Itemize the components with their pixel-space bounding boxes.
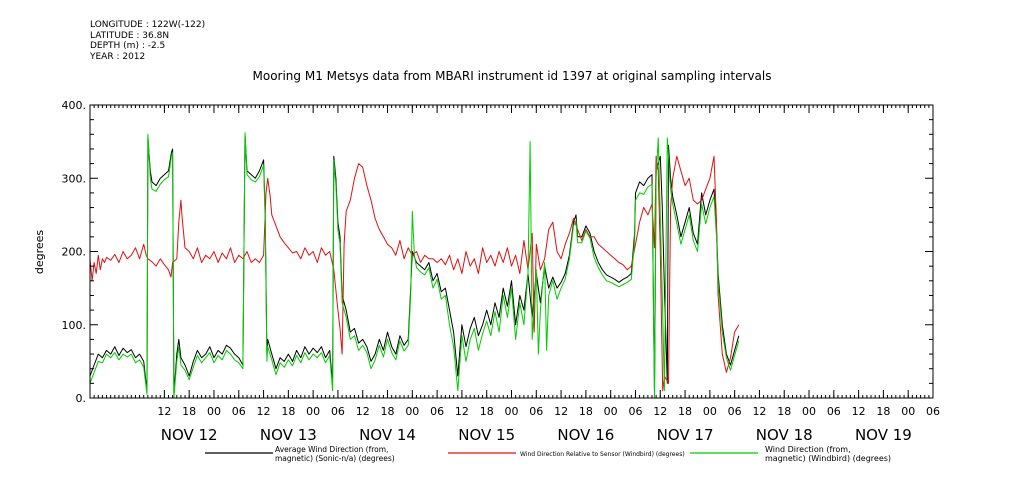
series-line-1 — [89, 133, 740, 395]
x-tick-label: 06 — [430, 405, 444, 418]
y-tick-label: 100. — [62, 319, 87, 332]
x-tick-label: 06 — [232, 405, 246, 418]
chart-title: Mooring M1 Metsys data from MBARI instru… — [253, 69, 772, 83]
x-tick-label: 06 — [728, 405, 742, 418]
x-tick-label: 18 — [281, 405, 295, 418]
y-axis-label: degrees — [33, 230, 46, 275]
day-label: NOV 13 — [260, 426, 317, 444]
day-label: NOV 19 — [855, 426, 912, 444]
legend: Average Wind Direction (from,magnetic) (… — [205, 445, 891, 463]
x-tick-label: 00 — [802, 405, 816, 418]
x-tick-label: 00 — [306, 405, 320, 418]
x-tick-label: 00 — [405, 405, 419, 418]
day-label: NOV 12 — [161, 426, 218, 444]
x-tick-label: 00 — [604, 405, 618, 418]
day-label: NOV 14 — [359, 426, 416, 444]
day-label: NOV 18 — [756, 426, 813, 444]
x-tick-label: 06 — [331, 405, 345, 418]
y-tick-label: 200. — [62, 246, 87, 259]
x-tick-label: 00 — [703, 405, 717, 418]
year-text: YEAR : 2012 — [90, 51, 146, 62]
series-line-3 — [89, 132, 740, 399]
legend-label: magnetic) (Windbird) (degrees) — [765, 454, 891, 463]
x-tick-label: 06 — [926, 405, 940, 418]
latitude-text: LATITUDE : 36.8N — [90, 30, 170, 41]
day-label: NOV 15 — [458, 426, 515, 444]
x-tick-label: 00 — [207, 405, 221, 418]
y-tick-label: 0. — [76, 392, 87, 405]
x-tick-label: 18 — [480, 405, 494, 418]
x-tick-label: 06 — [529, 405, 543, 418]
day-label: NOV 17 — [657, 426, 714, 444]
x-tick-label: 12 — [653, 405, 667, 418]
x-tick-label: 12 — [257, 405, 271, 418]
x-tick-label: 12 — [752, 405, 766, 418]
longitude-text: LONGITUDE : 122W(-122) — [90, 20, 206, 30]
x-tick-label: 18 — [678, 405, 692, 418]
x-tick-label: 12 — [554, 405, 568, 418]
x-tick-label: 18 — [876, 405, 890, 418]
x-tick-label: 18 — [579, 405, 593, 418]
legend-label: Average Wind Direction (from, — [275, 445, 388, 454]
x-tick-label: 00 — [901, 405, 915, 418]
x-tick-label: 18 — [381, 405, 395, 418]
x-tick-label: 12 — [852, 405, 866, 418]
legend-label: magnetic) (Sonic-n/a) (degrees) — [275, 454, 395, 463]
legend-label: Wind Direction (from, — [765, 445, 851, 454]
series-line-2 — [89, 155, 740, 392]
x-tick-label: 12 — [356, 405, 370, 418]
x-tick-label: 06 — [827, 405, 841, 418]
metadata-block: LONGITUDE : 122W(-122) LATITUDE : 36.8N … — [90, 20, 205, 62]
x-tick-label: 06 — [628, 405, 642, 418]
depth-text: DEPTH (m) : -2.5 — [90, 41, 166, 51]
x-tick-label: 18 — [182, 405, 196, 418]
plot-area: 0. 100. 200. 300. 400. 12 18 00 06 12 18 00 06 12 18 00… — [62, 99, 941, 444]
legend-label: Wind Direction Relative to Sensor (Windb… — [520, 451, 685, 458]
x-tick-label: 00 — [505, 405, 519, 418]
y-tick-label: 300. — [62, 172, 87, 185]
day-label: NOV 16 — [557, 426, 614, 444]
x-tick-label: 18 — [777, 405, 791, 418]
y-tick-label: 400. — [62, 99, 87, 112]
x-tick-label: 12 — [455, 405, 469, 418]
x-tick-label: 12 — [157, 405, 171, 418]
